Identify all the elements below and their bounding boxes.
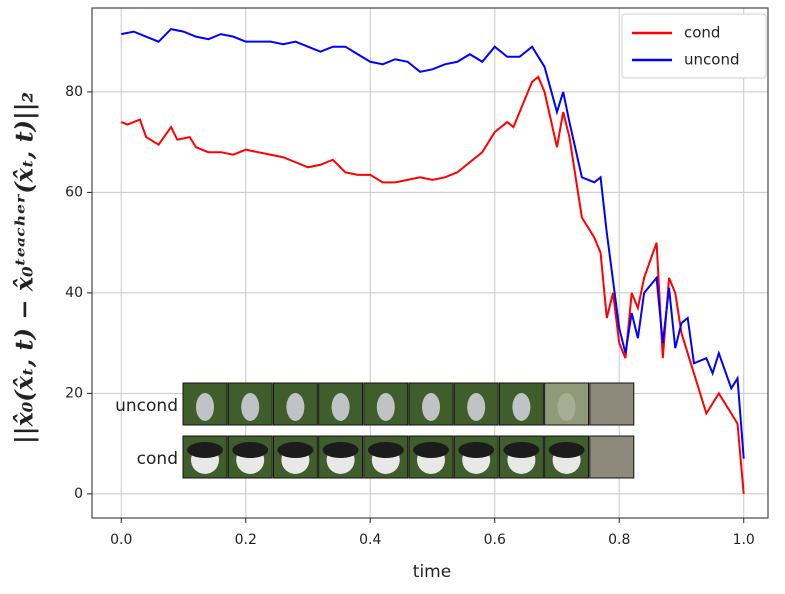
x-tick-label: 0.0 xyxy=(110,532,132,548)
y-tick-label: 0 xyxy=(74,486,83,502)
y-tick-label: 40 xyxy=(65,285,83,301)
x-tick-label: 0.6 xyxy=(484,532,506,548)
x-axis-label: time xyxy=(413,562,451,582)
legend: cond uncond xyxy=(621,13,767,79)
lines xyxy=(120,28,745,494)
plot-frame xyxy=(91,7,769,519)
thumbnail-subject xyxy=(241,393,260,421)
legend-label: uncond xyxy=(684,51,739,69)
thumbnail-subject xyxy=(467,393,486,421)
thumbnail-subject xyxy=(376,393,395,421)
thumbnail xyxy=(589,435,635,479)
inset: uncond cond xyxy=(115,382,635,479)
thumbnail-ears xyxy=(277,442,314,458)
thumbnail-subject xyxy=(422,393,440,421)
thumbnail-subject xyxy=(196,393,214,421)
thumbnail-ears xyxy=(548,442,585,458)
thumbnail-subject xyxy=(331,393,350,421)
inset-row-label: uncond xyxy=(115,396,178,416)
legend-box xyxy=(621,13,767,79)
y-tick-label: 80 xyxy=(65,84,83,100)
thumbnail-subject xyxy=(557,393,576,421)
y-axis-label: ||x̂₀(x̂ₜ, t) − x̂₀ᵗᵉᵃᶜʰᵉʳ(x̂ₜ, t)||₂ xyxy=(10,92,39,444)
series-line xyxy=(121,28,745,459)
inset-row-label: cond xyxy=(137,449,178,469)
grid xyxy=(87,8,768,523)
thumbnail-ears xyxy=(413,442,449,458)
thumbnail-subject xyxy=(286,393,305,421)
y-tick-label: 60 xyxy=(65,184,83,200)
x-tick-label: 1.0 xyxy=(733,532,755,548)
thumbnail-ears xyxy=(232,442,269,458)
y-tick-label: 20 xyxy=(65,385,83,401)
thumbnail-ears xyxy=(187,442,223,458)
thumbnail-ears xyxy=(367,442,404,458)
thumbnail-ears xyxy=(322,442,359,458)
thumbnail-ears xyxy=(458,442,495,458)
thumbnail-ears xyxy=(503,442,540,458)
x-tick-label: 0.4 xyxy=(359,532,381,548)
x-tick-label: 0.8 xyxy=(608,532,630,548)
legend-label: cond xyxy=(684,24,720,42)
thumbnail xyxy=(589,382,635,426)
x-tick-label: 0.2 xyxy=(235,532,257,548)
thumbnail-subject xyxy=(512,393,531,421)
